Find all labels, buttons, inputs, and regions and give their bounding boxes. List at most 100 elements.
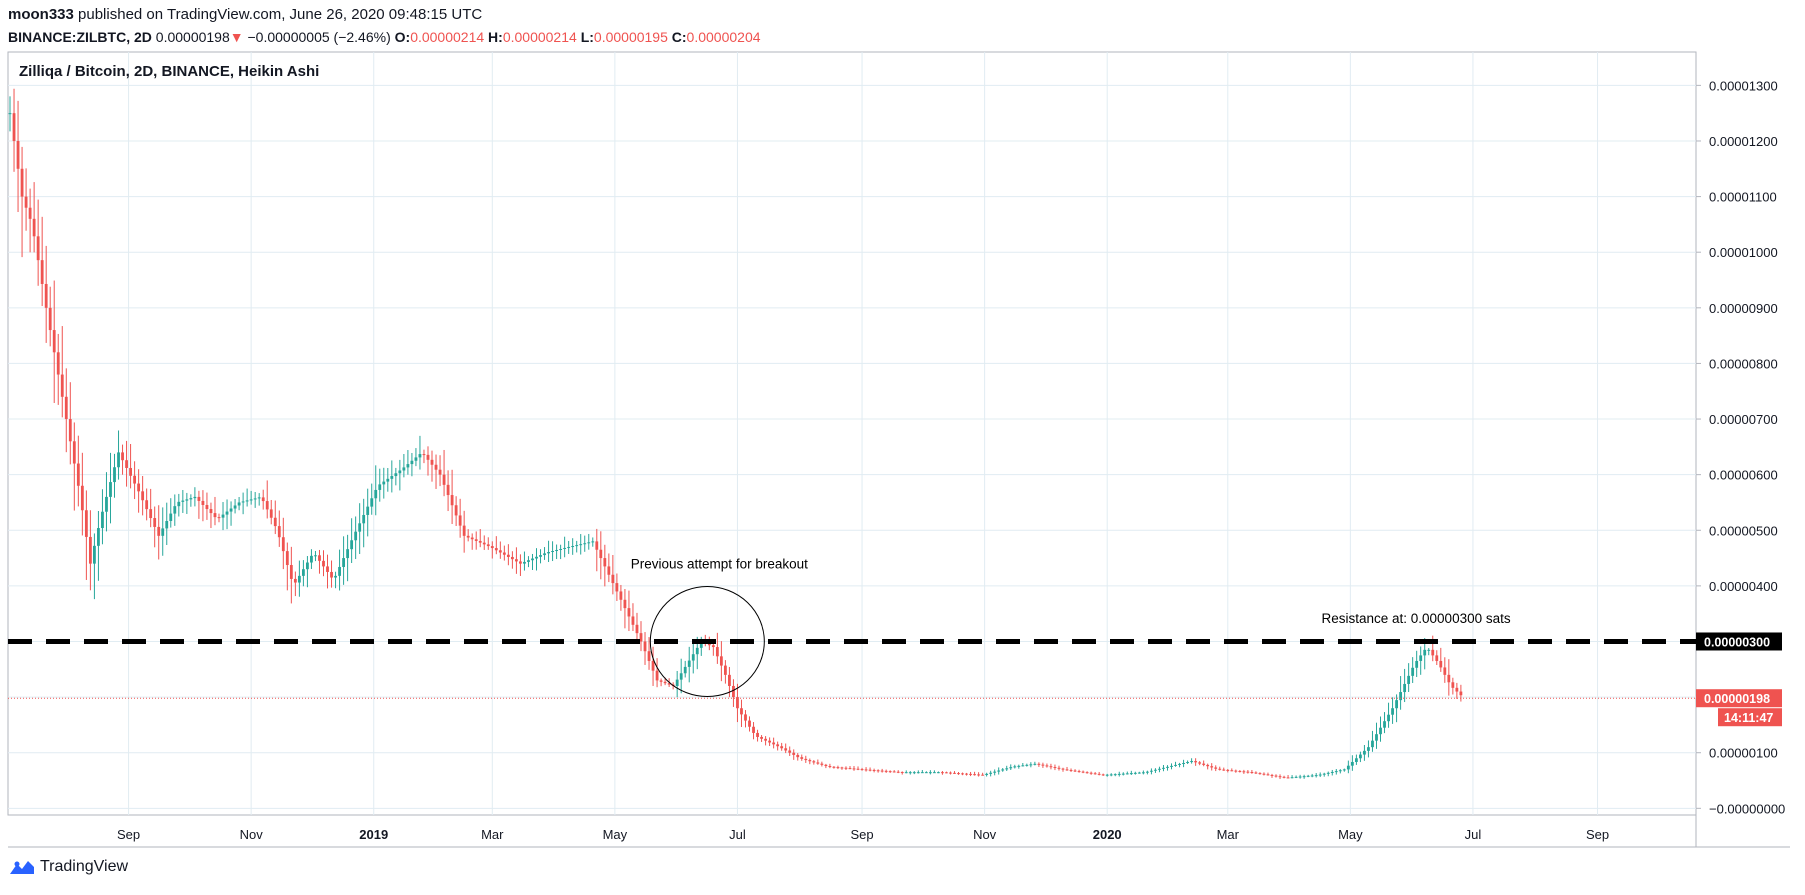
candle <box>888 770 892 773</box>
publisher-name[interactable]: moon333 <box>8 6 74 23</box>
candle <box>32 182 36 253</box>
candle-body <box>804 758 808 761</box>
candle <box>969 771 972 777</box>
candle <box>1387 702 1390 728</box>
candle <box>310 549 313 569</box>
candle-body <box>953 772 956 774</box>
candle-body <box>1419 655 1423 661</box>
candle-body <box>97 528 100 546</box>
candle <box>840 766 844 770</box>
candle <box>153 506 157 548</box>
candle-body <box>1242 771 1246 773</box>
candle <box>1170 763 1173 770</box>
close-label: C: <box>671 29 687 45</box>
candle-body <box>494 548 498 551</box>
candle-body <box>611 574 615 584</box>
x-tick-label: May <box>603 827 628 842</box>
candle-body <box>1113 774 1117 776</box>
candle-body <box>498 550 502 553</box>
candle <box>1113 773 1117 777</box>
candle <box>816 759 820 765</box>
candle <box>1182 759 1185 768</box>
candle <box>330 560 333 588</box>
candle <box>394 467 398 486</box>
candle <box>639 621 643 652</box>
candle-body <box>732 685 735 698</box>
candle-body <box>1375 734 1378 741</box>
candle <box>1290 775 1294 779</box>
candle-body <box>398 470 402 474</box>
last-price: 0.00000198 <box>155 29 230 45</box>
candle <box>20 146 24 258</box>
candle <box>48 286 52 347</box>
candle-body <box>555 549 559 551</box>
candle <box>1363 745 1366 761</box>
x-tick-label: Nov <box>973 827 997 842</box>
candle <box>1270 773 1274 778</box>
candle-body <box>623 599 627 609</box>
candle-body <box>1125 773 1129 775</box>
ticker-line: BINANCE:ZILBTC, 2D 0.00000198▼ −0.000000… <box>8 29 761 45</box>
publish-info: published on TradingView.com, June 26, 2… <box>78 6 483 23</box>
candle <box>937 771 940 774</box>
candle-body <box>1097 773 1101 775</box>
candle-body <box>812 761 816 763</box>
y-tick-label: 0.00000500 <box>1709 523 1778 538</box>
candle <box>101 489 104 545</box>
candle-body <box>880 770 884 772</box>
candle-body <box>1073 770 1077 772</box>
candle <box>535 548 538 571</box>
tradingview-brand[interactable]: TradingView <box>8 858 128 876</box>
candle <box>426 446 430 476</box>
candle-body <box>346 549 350 559</box>
candle-body <box>647 651 651 661</box>
chart-title: Zilliqa / Bitcoin, 2D, BINANCE, Heikin A… <box>19 63 319 80</box>
symbol-label[interactable]: BINANCE:ZILBTC, 2D <box>8 29 152 45</box>
candle-body <box>695 647 699 655</box>
candle <box>904 770 908 774</box>
candle-body <box>390 476 394 479</box>
y-tick-label: 0.00000900 <box>1709 301 1778 316</box>
candle-body <box>575 545 579 547</box>
candle-body <box>551 550 554 553</box>
candle <box>1443 657 1447 683</box>
candle-body <box>1145 771 1149 773</box>
candle <box>900 771 904 775</box>
candle <box>523 551 526 571</box>
candle-body <box>402 467 406 471</box>
candle-body <box>912 772 916 774</box>
candle-body <box>1306 775 1310 777</box>
candle <box>1439 647 1443 672</box>
candle-body <box>297 575 301 583</box>
candle-body <box>289 565 293 579</box>
candle-body <box>752 726 755 733</box>
candle-body <box>904 772 908 774</box>
candle <box>1262 772 1266 776</box>
candle <box>1210 763 1214 771</box>
candle <box>133 461 137 500</box>
x-tick-label: Mar <box>481 827 504 842</box>
candle <box>679 658 683 694</box>
candle <box>233 499 237 514</box>
candle-body <box>1330 771 1334 773</box>
candle <box>1286 775 1290 779</box>
candle <box>149 488 153 528</box>
candle <box>579 534 583 555</box>
candle <box>506 544 510 566</box>
candle <box>1403 668 1407 703</box>
candle-body <box>366 506 370 515</box>
candle-body <box>76 463 80 486</box>
candle <box>1121 772 1125 776</box>
candle <box>953 771 956 774</box>
candle <box>293 571 297 597</box>
candle-body <box>1037 763 1041 765</box>
candle <box>1206 763 1210 770</box>
candle-body <box>454 505 458 516</box>
candle <box>760 735 763 742</box>
candle-body <box>201 500 205 505</box>
candle <box>832 766 836 769</box>
candle <box>229 501 233 526</box>
candle <box>125 440 128 487</box>
candle-body <box>301 569 305 576</box>
